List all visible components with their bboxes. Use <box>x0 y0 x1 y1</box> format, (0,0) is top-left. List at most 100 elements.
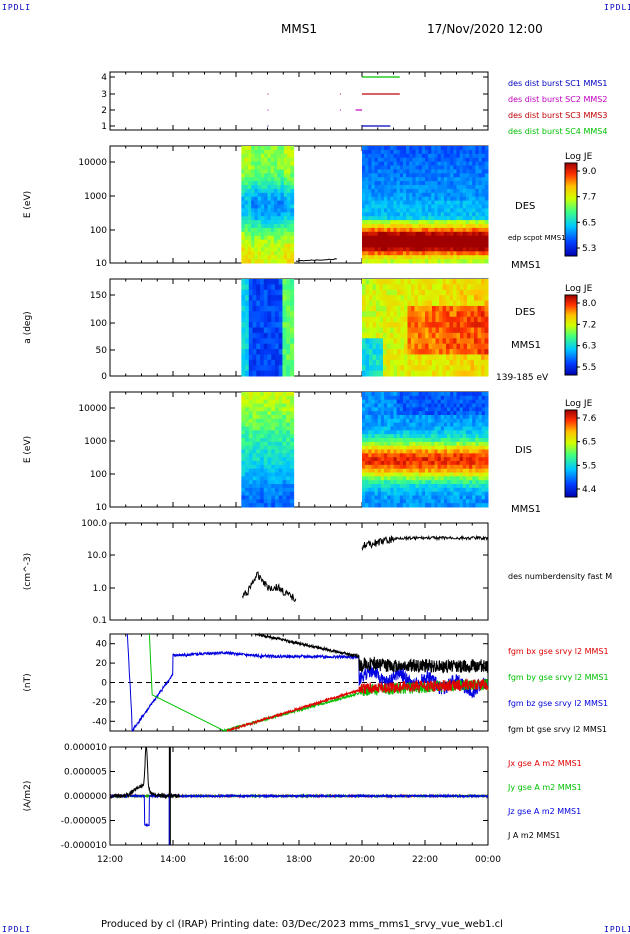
spectrogram-cell <box>428 243 432 248</box>
spectrogram-cell <box>263 407 268 412</box>
spectrogram-cell <box>453 181 457 186</box>
spectrogram-cell <box>362 418 366 424</box>
spectrogram-cell <box>484 149 489 155</box>
spectrogram-cell <box>447 153 451 159</box>
spectrogram-cell <box>368 403 372 408</box>
spectrogram-cell <box>475 188 480 194</box>
spectrogram-cell <box>393 430 398 435</box>
spectrogram-cell <box>274 403 280 408</box>
pitch-cell <box>245 300 250 307</box>
spectrogram-cell <box>431 157 435 163</box>
spectrogram-cell <box>409 227 413 233</box>
pitch-cell <box>289 370 295 377</box>
pitch-cell <box>274 300 280 307</box>
spectrogram-cell <box>264 177 268 182</box>
spectrogram-cell <box>428 255 432 260</box>
spectrogram-cell <box>456 216 461 221</box>
spectrogram-cell <box>415 438 420 443</box>
pitch-cell <box>245 322 250 328</box>
pitch-cell <box>411 279 415 285</box>
spectrogram-cell <box>406 468 410 473</box>
spectrogram-cell <box>481 188 486 194</box>
pitch-cell <box>477 359 482 366</box>
spectrogram-cell <box>481 239 486 244</box>
spectrogram-cell <box>371 173 376 178</box>
pitch-cell <box>282 338 287 345</box>
spectrogram-cell <box>384 468 388 473</box>
y-tick-label: 2 <box>101 106 107 116</box>
pitch-cell <box>407 305 412 312</box>
spectrogram-cell <box>443 438 448 443</box>
spectrogram-cell <box>290 173 295 178</box>
spectrogram-cell <box>371 484 376 489</box>
spectrogram-cell <box>384 181 388 186</box>
spectrogram-cell <box>396 476 401 481</box>
spectrogram-cell <box>434 243 439 248</box>
spectrogram-cell <box>428 196 432 202</box>
spectrogram-cell <box>290 259 295 264</box>
spectrogram-cell <box>368 484 372 489</box>
spectrogram-cell <box>241 259 246 264</box>
spectrogram-cell <box>251 235 255 241</box>
spectrogram-cell <box>267 200 272 205</box>
spectrogram-cell <box>406 212 410 217</box>
spectrogram-cell <box>247 173 252 178</box>
spectrogram-cell <box>478 426 483 431</box>
spectrogram-cell <box>465 476 470 481</box>
spectrogram-cell <box>396 418 401 424</box>
spectrogram-cell <box>399 415 404 420</box>
pitch-cell <box>369 349 373 355</box>
spectrogram-cell <box>380 464 385 470</box>
spectrogram-cell <box>437 449 442 454</box>
spectrogram-cell <box>428 422 432 427</box>
spectrogram-cell <box>254 208 259 213</box>
spectrogram-cell <box>462 161 467 166</box>
spectrogram-cell <box>264 188 268 194</box>
pitch-cell <box>456 300 461 307</box>
spectrogram-cell <box>256 430 261 435</box>
pitch-cell <box>421 284 426 291</box>
legend-entry: des numberdensity fast M <box>508 572 612 581</box>
spectrogram-cell <box>478 185 483 190</box>
pitch-cell <box>435 338 440 345</box>
pitch-cell <box>248 322 254 328</box>
spectrogram-cell <box>362 188 366 194</box>
spectrogram-cell <box>263 438 268 443</box>
spectrogram-cell <box>263 464 268 470</box>
spectrogram-cell <box>368 157 372 163</box>
spectrogram-cell <box>459 503 464 508</box>
spectrogram-cell <box>274 153 278 159</box>
pitch-cell <box>372 289 377 296</box>
spectrogram-cell <box>472 449 476 454</box>
spectrogram-cell <box>409 491 413 496</box>
spectrogram-cell <box>251 200 255 205</box>
pitch-cell <box>400 332 405 339</box>
spectrogram-cell <box>421 438 426 443</box>
spectrogram-cell <box>406 480 410 485</box>
spectrogram-cell <box>399 438 404 443</box>
spectrogram-cell <box>431 220 435 225</box>
pitch-cell <box>432 365 436 372</box>
spectrogram-cell <box>409 438 413 443</box>
pitch-cell <box>446 316 450 323</box>
spectrogram-cell <box>431 472 435 477</box>
spectrogram-cell <box>260 503 265 508</box>
spectrogram-cell <box>393 422 398 427</box>
spectrogram-cell <box>478 243 483 248</box>
spectrogram-cell <box>365 247 369 252</box>
spectrogram-cell <box>472 169 476 174</box>
spectrogram-cell <box>472 411 476 416</box>
spectrogram-cell <box>469 153 473 159</box>
spectrogram-cell <box>380 487 385 493</box>
spectrogram-cell <box>371 146 376 151</box>
pitch-cell <box>267 359 272 366</box>
spectrogram-cell <box>264 200 268 205</box>
pitch-cell <box>376 370 380 377</box>
spectrogram-cell <box>484 392 489 397</box>
pitch-cell <box>435 322 440 328</box>
pitch-cell <box>379 295 384 302</box>
energy-band-label: 139-185 eV <box>496 373 549 383</box>
spectrogram-cell <box>402 165 407 170</box>
spectrogram-cell <box>280 251 285 256</box>
y-tick-label: -40 <box>92 717 107 727</box>
